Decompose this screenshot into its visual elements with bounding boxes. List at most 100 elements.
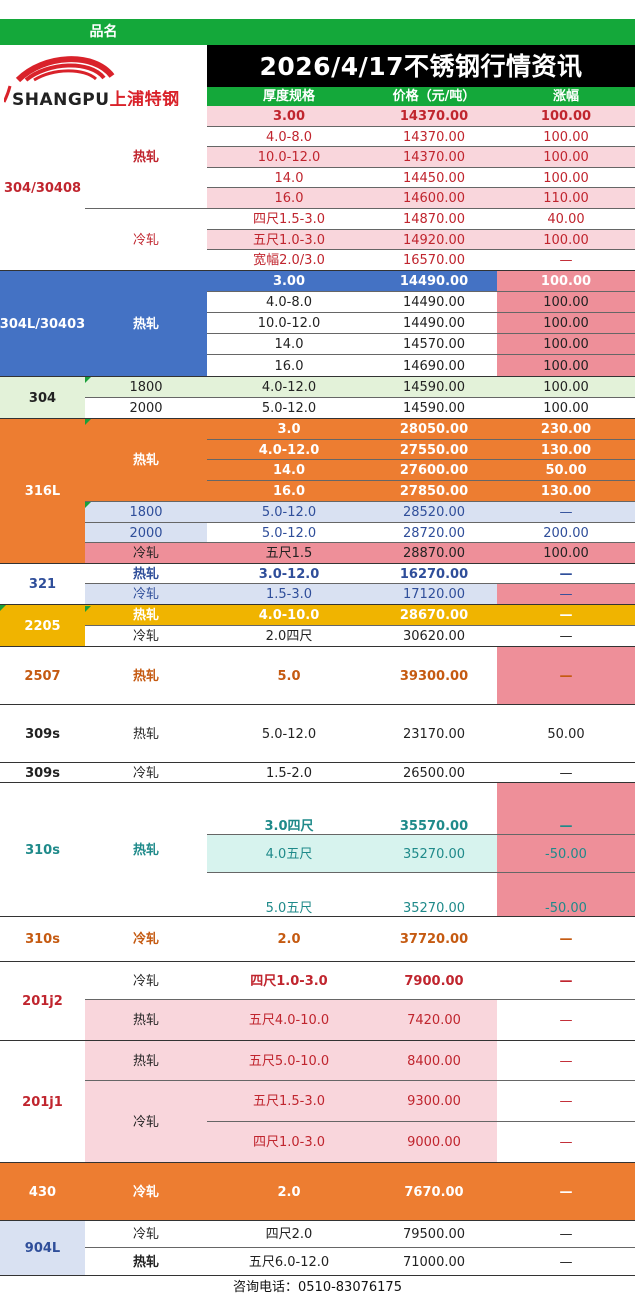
change-cell: 130.00 <box>497 481 635 502</box>
price-cell: 14590.00 <box>371 377 497 398</box>
price-cell: 16270.00 <box>371 564 497 584</box>
process-cell: 热轧 <box>85 419 207 502</box>
change-cell: 100.00 <box>497 147 635 168</box>
change-cell: -50.00 <box>497 835 635 873</box>
change-cell: -50.00 <box>497 873 635 917</box>
grade-cell: 309s <box>0 763 85 783</box>
price-cell: 28520.00 <box>371 502 497 523</box>
process-cell: 热轧 <box>85 271 207 377</box>
spec-cell: 3.0-12.0 <box>207 564 371 584</box>
row-divider <box>85 522 635 523</box>
change-cell: 100.00 <box>497 313 635 334</box>
row-divider <box>0 418 635 419</box>
change-cell: 100.00 <box>497 377 635 398</box>
change-cell: — <box>497 647 635 705</box>
row-divider <box>85 1247 635 1248</box>
logo-cn: 上浦特钢 <box>109 90 180 110</box>
process-cell: 1800 <box>85 377 207 398</box>
row-divider <box>207 354 635 355</box>
spec-cell: 2.0 <box>207 917 371 962</box>
process-cell: 冷轧 <box>85 962 207 1000</box>
grade-cell: 430 <box>0 1163 85 1221</box>
change-cell: 130.00 <box>497 440 635 460</box>
price-cell: 35570.00 <box>371 783 497 835</box>
process-cell: 热轧 <box>85 1000 207 1041</box>
change-cell: 100.00 <box>497 334 635 355</box>
process-cell: 冷轧 <box>85 626 207 647</box>
change-cell: 100.00 <box>497 230 635 250</box>
spec-cell: 4.0-12.0 <box>207 377 371 398</box>
price-cell: 14690.00 <box>371 355 497 377</box>
cell-marker-icon <box>85 419 91 425</box>
change-cell: — <box>497 783 635 835</box>
spec-cell: 2.0 <box>207 1163 371 1221</box>
spec-cell: 5.0五尺 <box>207 873 371 917</box>
change-cell: — <box>497 763 635 783</box>
row-divider <box>207 333 635 334</box>
row-divider <box>207 1121 635 1122</box>
price-cell: 14370.00 <box>371 127 497 147</box>
contact-footer: 咨询电话：0510-83076175 <box>233 1279 402 1295</box>
spec-cell: 14.0 <box>207 460 371 481</box>
row-divider <box>207 480 635 481</box>
price-cell: 39300.00 <box>371 647 497 705</box>
process-cell: 2000 <box>85 523 207 543</box>
process-cell: 热轧 <box>85 705 207 763</box>
change-cell: 100.00 <box>497 106 635 127</box>
spec-cell: 4.0-8.0 <box>207 127 371 147</box>
grade-cell: 321 <box>0 564 85 605</box>
cell-marker-icon <box>85 377 91 383</box>
row-divider <box>207 459 635 460</box>
row-divider <box>85 1080 635 1081</box>
row-divider <box>0 604 635 605</box>
price-cell: 9000.00 <box>371 1122 497 1163</box>
spec-cell: 14.0 <box>207 168 371 188</box>
change-cell: 100.00 <box>497 543 635 564</box>
spec-cell: 四尺1.5-3.0 <box>207 209 371 230</box>
spec-cell: 五尺6.0-12.0 <box>207 1248 371 1276</box>
row-divider <box>85 625 635 626</box>
price-cell: 16570.00 <box>371 250 497 271</box>
row-divider <box>0 762 635 763</box>
row-divider <box>0 782 635 783</box>
column-header-spec: 厚度规格 <box>207 87 371 106</box>
row-divider <box>0 376 635 377</box>
process-cell: 冷轧 <box>85 917 207 962</box>
spec-cell: 4.0五尺 <box>207 835 371 873</box>
price-cell: 28870.00 <box>371 543 497 564</box>
change-cell: — <box>497 962 635 1000</box>
change-cell: — <box>497 917 635 962</box>
price-cell: 14450.00 <box>371 168 497 188</box>
spec-cell: 4.0-12.0 <box>207 440 371 460</box>
price-cell: 37720.00 <box>371 917 497 962</box>
row-divider <box>207 249 635 250</box>
change-cell: 50.00 <box>497 705 635 763</box>
row-divider <box>207 126 635 127</box>
grade-cell: 310s <box>0 783 85 917</box>
grade-cell: 304/30408 <box>0 106 85 271</box>
row-divider <box>0 1275 635 1276</box>
row-divider <box>207 439 635 440</box>
row-divider <box>207 312 635 313</box>
row-divider <box>207 834 635 835</box>
process-cell: 冷轧 <box>85 584 207 605</box>
change-cell: 230.00 <box>497 419 635 440</box>
logo-brand: SHANGPU <box>12 90 110 110</box>
process-cell: 热轧 <box>85 106 207 209</box>
spec-cell: 1.5-2.0 <box>207 763 371 783</box>
grade-cell: 304 <box>0 377 85 419</box>
process-cell: 热轧 <box>85 564 207 584</box>
process-cell: 冷轧 <box>85 1221 207 1248</box>
change-cell: 100.00 <box>497 355 635 377</box>
spec-cell: 5.0-12.0 <box>207 705 371 763</box>
price-cell: 14570.00 <box>371 334 497 355</box>
cell-marker-icon <box>0 605 6 611</box>
price-cell: 71000.00 <box>371 1248 497 1276</box>
change-cell: — <box>497 564 635 584</box>
row-divider <box>207 146 635 147</box>
grade-cell: 201j1 <box>0 1041 85 1163</box>
spec-cell: 5.0 <box>207 647 371 705</box>
spec-cell: 5.0-12.0 <box>207 398 371 419</box>
page-title: 2026/4/17不锈钢行情资讯 <box>207 45 635 87</box>
